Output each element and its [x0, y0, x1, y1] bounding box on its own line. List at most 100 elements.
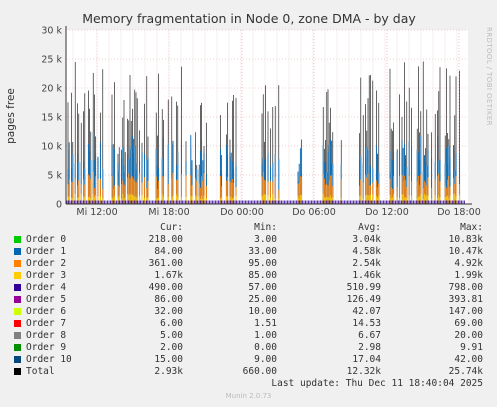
legend-series-name: Order 3 — [26, 270, 67, 281]
legend-cur: 2.93k — [154, 366, 183, 377]
x-tick-label: Do 18:00 — [437, 207, 481, 218]
memory-fragmentation-chart: Memory fragmentation in Node 0, zone DMA… — [5, 11, 493, 219]
legend-swatch — [14, 236, 21, 243]
legend-min: 3.00 — [254, 234, 277, 245]
legend-series-name: Order 7 — [26, 318, 67, 329]
legend-min: 95.00 — [248, 258, 277, 269]
legend-row: Order 4 490.00 57.00 510.99 798.00 — [0, 282, 497, 294]
legend-series-name: Order 4 — [26, 282, 67, 293]
legend-series-name: Order 5 — [26, 294, 67, 305]
legend-series-name: Order 9 — [26, 342, 67, 353]
legend-min: 660.00 — [242, 366, 277, 377]
legend-row: Order 9 2.00 0.00 2.98 9.91 — [0, 342, 497, 354]
legend-swatch — [14, 296, 21, 303]
y-axis-label: pages free — [5, 88, 17, 144]
legend-row: Order 5 86.00 25.00 126.49 393.81 — [0, 294, 497, 306]
legend-min: 0.00 — [254, 342, 277, 353]
legend-row: Order 7 6.00 1.51 14.53 69.00 — [0, 318, 497, 330]
legend-swatch — [14, 284, 21, 291]
legend-swatch — [14, 332, 21, 339]
legend-series-name: Order 2 — [26, 258, 67, 269]
legend-max: 25.74k — [448, 366, 483, 377]
x-tick-label: Do 00:00 — [220, 207, 264, 218]
legend-min: 25.00 — [248, 294, 277, 305]
legend-cur: 84.00 — [154, 246, 183, 257]
legend-series-name: Order 0 — [26, 234, 67, 245]
legend-swatch — [14, 272, 21, 279]
y-tick-label: 0 — [56, 200, 62, 211]
legend-cur: 5.00 — [160, 330, 183, 341]
legend-avg: 17.04 — [352, 354, 381, 365]
legend-cur: 6.00 — [160, 318, 183, 329]
header-max: Max: — [460, 222, 483, 233]
legend-avg: 14.53 — [352, 318, 381, 329]
legend-max: 10.83k — [448, 234, 483, 245]
legend-cur: 86.00 — [154, 294, 183, 305]
x-tick-label: Mi 12:00 — [76, 207, 117, 218]
y-tick-label: 30 k — [41, 26, 62, 37]
legend-avg: 1.46k — [352, 270, 381, 281]
y-tick-label: 25 k — [41, 55, 62, 66]
legend-row: Order 10 15.00 9.00 17.04 42.00 — [0, 354, 497, 366]
legend-swatch — [14, 320, 21, 327]
legend-avg: 3.04k — [352, 234, 381, 245]
legend-min: 33.00 — [248, 246, 277, 257]
legend-max: 69.00 — [454, 318, 483, 329]
legend-max: 147.00 — [448, 306, 483, 317]
legend-avg: 126.49 — [346, 294, 381, 305]
legend-swatch — [14, 248, 21, 255]
legend-max: 10.47k — [448, 246, 483, 257]
legend-max: 42.00 — [454, 354, 483, 365]
legend-cur: 15.00 — [154, 354, 183, 365]
legend-row: Order 0 218.00 3.00 3.04k 10.83k — [0, 234, 497, 246]
y-tick-label: 10 k — [41, 142, 62, 153]
axes: 0 5 k 10 k 15 k 20 k 25 k 30 k Mi 12:00 Mi 18:00… — [41, 26, 480, 219]
legend-avg: 12.32k — [346, 366, 381, 377]
legend-row: Order 6 32.00 10.00 42.07 147.00 — [0, 306, 497, 318]
x-tick-label: Do 06:00 — [292, 207, 336, 218]
legend-cur: 361.00 — [148, 258, 183, 269]
legend-row: Total 2.93k 660.00 12.32k 25.74k — [0, 366, 497, 378]
legend-max: 798.00 — [448, 282, 483, 293]
last-update: Last update: Thu Dec 11 18:40:04 2025 — [271, 378, 483, 389]
data-layer — [66, 61, 465, 204]
legend-max: 9.91 — [460, 342, 483, 353]
legend-swatch — [14, 344, 21, 351]
legend-avg: 4.58k — [352, 246, 381, 257]
legend-cur: 490.00 — [148, 282, 183, 293]
legend-min: 85.00 — [248, 270, 277, 281]
legend-series-name: Order 10 — [26, 354, 72, 365]
legend-min: 1.00 — [254, 330, 277, 341]
legend-max: 1.99k — [454, 270, 483, 281]
header-avg: Avg: — [358, 222, 381, 233]
legend-row: Order 2 361.00 95.00 2.54k 4.92k — [0, 258, 497, 270]
legend-row: Order 3 1.67k 85.00 1.46k 1.99k — [0, 270, 497, 282]
legend-series-name: Order 8 — [26, 330, 67, 341]
legend-avg: 2.54k — [352, 258, 381, 269]
legend-swatch — [14, 308, 21, 315]
chart-title: Memory fragmentation in Node 0, zone DMA… — [82, 11, 416, 26]
y-tick-label: 15 k — [41, 113, 62, 124]
legend-avg: 42.07 — [352, 306, 381, 317]
legend-series-name: Total — [26, 366, 55, 377]
legend-min: 9.00 — [254, 354, 277, 365]
rrdtool-credit: RRDTOOL / TOBI OETIKER — [485, 27, 493, 126]
legend-avg: 510.99 — [346, 282, 381, 293]
legend-swatch — [14, 260, 21, 267]
legend-max: 4.92k — [454, 258, 483, 269]
legend-row: Order 1 84.00 33.00 4.58k 10.47k — [0, 246, 497, 258]
legend-min: 1.51 — [254, 318, 277, 329]
legend-avg: 6.67 — [358, 330, 381, 341]
legend-cur: 218.00 — [148, 234, 183, 245]
header-min: Min: — [254, 222, 277, 233]
legend-cur: 1.67k — [154, 270, 183, 281]
x-tick-label: Mi 18:00 — [148, 207, 189, 218]
legend-max: 393.81 — [448, 294, 483, 305]
legend-cur: 2.00 — [160, 342, 183, 353]
y-tick-label: 5 k — [47, 171, 62, 182]
legend-swatch — [14, 368, 21, 375]
header-cur: Cur: — [160, 222, 183, 233]
legend-min: 57.00 — [248, 282, 277, 293]
y-tick-label: 20 k — [41, 84, 62, 95]
legend-series-name: Order 1 — [26, 246, 67, 257]
